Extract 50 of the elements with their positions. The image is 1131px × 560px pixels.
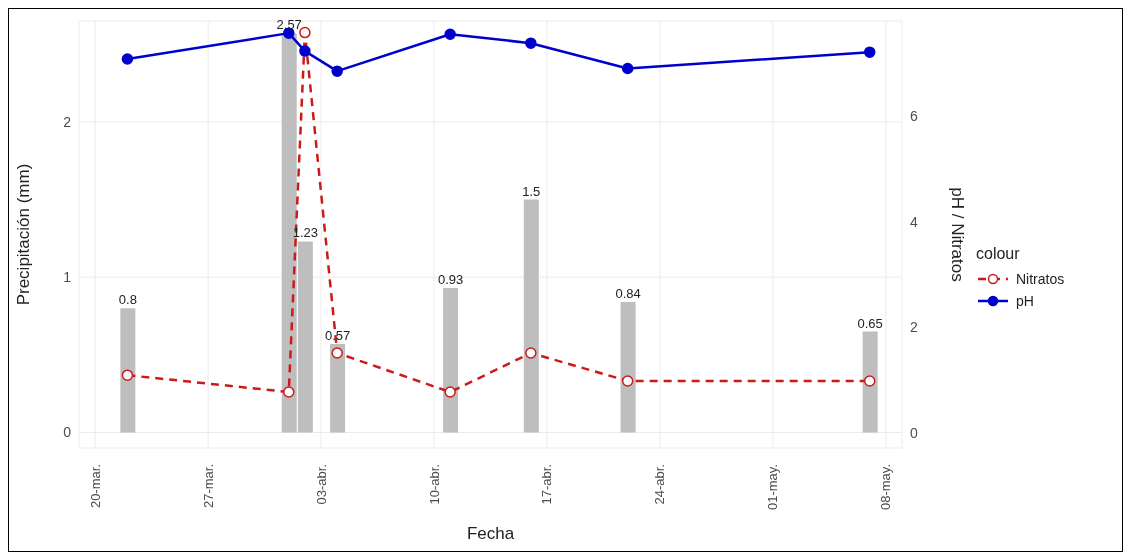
data-label: 0.93 — [437, 272, 464, 288]
bar — [120, 308, 136, 433]
data-label: 0.84 — [615, 286, 641, 302]
point — [863, 46, 876, 58]
point — [283, 386, 295, 398]
point — [121, 369, 134, 381]
y2-axis-title: pH / Nitratos — [947, 187, 967, 282]
data-label: 0.8 — [118, 292, 137, 308]
point — [331, 65, 343, 77]
y-tick-label: 0 — [63, 424, 72, 441]
point — [525, 347, 537, 359]
y-tick-label: 1 — [63, 269, 72, 286]
data-label: 0.65 — [857, 315, 883, 331]
y2-tick-label: 6 — [910, 107, 918, 124]
point — [121, 53, 134, 65]
point — [525, 37, 537, 49]
x-tick-label: 17-abr. — [539, 464, 555, 505]
x-tick-label: 03-abr. — [313, 464, 329, 505]
point — [299, 45, 311, 57]
legend-label: Nitratos — [1016, 271, 1065, 287]
x-tick-label: 24-abr. — [652, 464, 668, 505]
x-tick-label: 08-may. — [878, 464, 894, 510]
data-label: 1.23 — [292, 225, 319, 241]
data-label: 2.57 — [276, 17, 302, 33]
point — [863, 375, 876, 387]
point — [621, 62, 634, 75]
bar — [330, 343, 346, 433]
point — [444, 28, 456, 40]
data-label: 0.57 — [324, 327, 351, 343]
x-tick-label: 10-abr. — [426, 464, 442, 505]
x-tick-label: 27-mar. — [200, 464, 216, 509]
point — [444, 386, 456, 398]
bar — [443, 288, 459, 433]
y2-tick-label: 4 — [910, 213, 918, 230]
y-tick-label: 2 — [63, 113, 72, 130]
x-tick-label: 20-mar. — [87, 464, 103, 509]
data-label: 1.5 — [522, 183, 541, 199]
x-axis-title: Fecha — [466, 524, 515, 543]
legend-label: pH — [1016, 293, 1034, 309]
y-axis-title: Precipitación (mm) — [14, 163, 34, 306]
bar — [862, 331, 878, 433]
bar — [523, 199, 539, 433]
legend-title: colour — [976, 245, 1021, 263]
bar — [620, 302, 636, 433]
y2-tick-label: 2 — [910, 319, 918, 336]
point — [299, 26, 311, 39]
point — [331, 347, 343, 359]
x-tick-label: 01-may. — [765, 464, 781, 510]
point — [621, 375, 634, 387]
y2-tick-label: 0 — [910, 424, 918, 441]
